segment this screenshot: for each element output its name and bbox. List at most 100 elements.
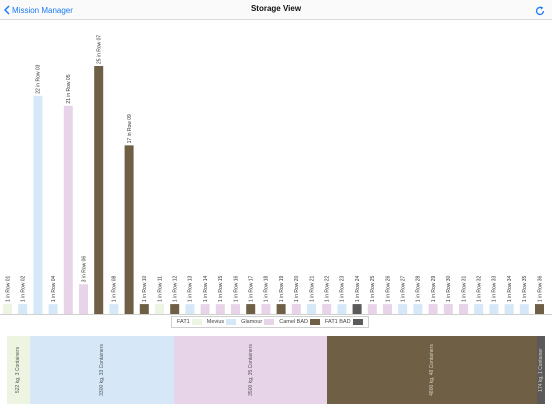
legend-entry: FAT1 BAD bbox=[325, 319, 363, 325]
bar-label: 1 in Row 02 bbox=[21, 275, 27, 302]
bar-row-24[interactable] bbox=[352, 304, 362, 314]
bar-label: 17 in Row 09 bbox=[127, 114, 133, 143]
refresh-button[interactable] bbox=[534, 4, 546, 16]
bar-row-01[interactable] bbox=[3, 304, 12, 314]
summary-segment[interactable]: 522 kg, 3 Containers bbox=[7, 336, 30, 404]
summary-segment[interactable]: 4800 kg, 48 Containers bbox=[327, 336, 538, 404]
bar-label: 25 in Row 07 bbox=[97, 35, 103, 64]
summary-segment-label: 522 kg, 3 Containers bbox=[15, 346, 22, 394]
storage-summary-bar: 522 kg, 3 Containers 3300 kg, 33 Containe… bbox=[7, 336, 545, 404]
navigation-bar: Mission Manager Storage View bbox=[0, 0, 552, 20]
bar-label: 1 in Row 22 bbox=[325, 275, 331, 302]
legend-entry: Camel BAD bbox=[279, 319, 320, 325]
legend-swatch bbox=[310, 319, 320, 325]
bar-label: 1 in Row 25 bbox=[370, 275, 376, 302]
chevron-left-icon bbox=[4, 5, 10, 15]
chart-legend: FAT1 Mevius Glamour Camel BAD FAT1 BAD bbox=[171, 316, 369, 328]
bar-row-07[interactable] bbox=[94, 66, 104, 314]
legend-label: FAT1 BAD bbox=[325, 319, 351, 325]
bar-row-26[interactable] bbox=[383, 304, 392, 314]
bar-label: 1 in Row 33 bbox=[492, 275, 498, 302]
bar-label: 1 in Row 31 bbox=[461, 275, 467, 302]
bar-label: 1 in Row 18 bbox=[264, 275, 270, 302]
bar-row-19[interactable] bbox=[276, 304, 286, 314]
bar-row-04[interactable] bbox=[48, 304, 58, 314]
bar-label: 1 in Row 29 bbox=[431, 275, 437, 302]
bar-label: 1 in Row 27 bbox=[401, 275, 407, 302]
legend-entry: Mevius bbox=[206, 319, 237, 325]
legend-label: Mevius bbox=[206, 319, 225, 325]
legend-label: Glamour bbox=[241, 319, 263, 325]
bar-label: 1 in Row 28 bbox=[416, 275, 422, 302]
bar-row-32[interactable] bbox=[474, 304, 484, 314]
bar-row-16[interactable] bbox=[231, 304, 240, 314]
bar-row-36[interactable] bbox=[535, 304, 544, 314]
legend-swatch bbox=[352, 319, 363, 325]
bar-row-05[interactable] bbox=[63, 105, 73, 315]
bar-row-14[interactable] bbox=[200, 304, 210, 314]
bar-label: 1 in Row 23 bbox=[340, 275, 346, 302]
bar-row-31[interactable] bbox=[459, 304, 468, 314]
bar-row-34[interactable] bbox=[504, 304, 514, 314]
summary-segment-label: 3500 kg, 35 Containers bbox=[247, 344, 254, 396]
summary-segment-label: 174 kg, 1 Container bbox=[538, 348, 545, 392]
legend-entry: FAT1 bbox=[177, 319, 202, 325]
bar-row-15[interactable] bbox=[215, 304, 225, 314]
bar-row-17[interactable] bbox=[246, 304, 256, 314]
bar-label: 3 in Row 06 bbox=[81, 256, 87, 283]
bar-row-21[interactable] bbox=[307, 304, 316, 314]
bar-label: 1 in Row 16 bbox=[233, 275, 239, 302]
bar-label: 1 in Row 15 bbox=[218, 275, 224, 302]
bar-label: 1 in Row 20 bbox=[294, 275, 300, 302]
bar-row-20[interactable] bbox=[291, 304, 301, 314]
bar-label: 1 in Row 26 bbox=[385, 275, 391, 302]
summary-segment[interactable]: 3500 kg, 35 Containers bbox=[174, 336, 328, 404]
legend-swatch bbox=[191, 319, 202, 325]
bar-row-28[interactable] bbox=[413, 304, 423, 314]
bar-row-13[interactable] bbox=[185, 304, 195, 314]
summary-segment-label: 4800 kg, 48 Containers bbox=[429, 344, 436, 396]
bar-row-25[interactable] bbox=[367, 304, 377, 314]
bar-label: 21 in Row 05 bbox=[66, 74, 72, 103]
legend-entry: Glamour bbox=[241, 319, 275, 325]
bar-row-29[interactable] bbox=[428, 304, 438, 314]
bar-label: 1 in Row 36 bbox=[537, 275, 543, 302]
summary-segment[interactable]: 174 kg, 1 Container bbox=[537, 336, 545, 404]
back-button-label: Mission Manager bbox=[12, 5, 73, 15]
bar-row-35[interactable] bbox=[519, 304, 529, 314]
bar-label: 1 in Row 19 bbox=[279, 275, 285, 302]
bar-row-02[interactable] bbox=[18, 304, 28, 314]
bar-label: 1 in Row 24 bbox=[355, 275, 361, 302]
bar-label: 22 in Row 03 bbox=[36, 64, 42, 93]
bar-row-30[interactable] bbox=[443, 304, 453, 314]
refresh-icon bbox=[535, 6, 545, 16]
bar-label: 1 in Row 34 bbox=[507, 275, 513, 302]
summary-segment[interactable]: 3300 kg, 33 Containers bbox=[29, 336, 175, 404]
bar-row-11[interactable] bbox=[155, 304, 164, 314]
legend-swatch bbox=[264, 319, 275, 325]
back-button[interactable]: Mission Manager bbox=[4, 2, 73, 18]
bar-row-12[interactable] bbox=[170, 304, 180, 314]
bar-row-08[interactable] bbox=[109, 304, 119, 314]
bar-row-10[interactable] bbox=[139, 304, 149, 314]
bar-row-18[interactable] bbox=[261, 304, 271, 314]
bar-row-27[interactable] bbox=[398, 304, 408, 314]
storage-bar-chart: 1 in Row 01 1 in Row 02 22 in Row 03 1 in R… bbox=[0, 35, 552, 315]
bar-label: 1 in Row 08 bbox=[112, 275, 118, 302]
bar-label: 1 in Row 17 bbox=[249, 275, 255, 302]
bar-row-22[interactable] bbox=[322, 304, 332, 314]
bar-label: 1 in Row 14 bbox=[203, 275, 209, 302]
bar-label: 1 in Row 32 bbox=[477, 275, 483, 302]
summary-segment-label: 3300 kg, 33 Containers bbox=[99, 344, 106, 396]
bar-row-03[interactable] bbox=[33, 95, 43, 314]
bar-label: 1 in Row 10 bbox=[142, 275, 148, 302]
page-title: Storage View bbox=[250, 4, 302, 13]
bar-row-09[interactable] bbox=[124, 145, 134, 314]
bar-row-33[interactable] bbox=[489, 304, 499, 314]
bar-label: 1 in Row 01 bbox=[5, 275, 11, 302]
bar-label: 1 in Row 12 bbox=[173, 275, 179, 302]
bar-row-06[interactable] bbox=[79, 284, 88, 314]
bar-row-23[interactable] bbox=[337, 304, 347, 314]
bar-label: 1 in Row 21 bbox=[309, 275, 315, 302]
